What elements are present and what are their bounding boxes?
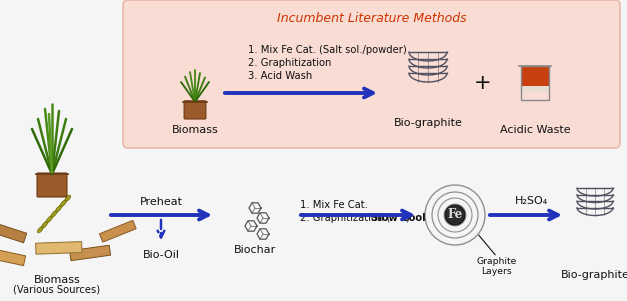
Ellipse shape: [65, 195, 71, 201]
FancyBboxPatch shape: [37, 173, 67, 197]
Text: +: +: [474, 73, 492, 93]
Circle shape: [445, 205, 465, 225]
Ellipse shape: [42, 222, 48, 228]
Text: Fe: Fe: [448, 209, 463, 222]
Text: ): ): [405, 213, 409, 223]
Text: Acidic Waste: Acidic Waste: [500, 125, 571, 135]
Text: 1. Mix Fe Cat.: 1. Mix Fe Cat.: [300, 200, 368, 210]
Text: Layers: Layers: [482, 267, 512, 276]
FancyBboxPatch shape: [123, 0, 620, 148]
Ellipse shape: [46, 216, 52, 222]
Text: Biochar: Biochar: [234, 245, 276, 255]
Bar: [0, 247, 26, 266]
Text: H₂SO₄: H₂SO₄: [515, 196, 549, 206]
Text: Graphite: Graphite: [477, 257, 517, 266]
Text: 1. Mix Fe Cat. (Salt sol./powder): 1. Mix Fe Cat. (Salt sol./powder): [248, 45, 407, 55]
Text: Incumbent Literature Methods: Incumbent Literature Methods: [277, 13, 466, 26]
FancyBboxPatch shape: [184, 101, 206, 119]
Text: Biomass: Biomass: [34, 275, 80, 285]
Bar: [100, 220, 136, 242]
Text: 3. Acid Wash: 3. Acid Wash: [248, 71, 312, 81]
Text: (Various Sources): (Various Sources): [13, 285, 100, 295]
Ellipse shape: [56, 206, 61, 212]
FancyBboxPatch shape: [521, 86, 549, 92]
Text: 2. Graphitization (: 2. Graphitization (: [300, 213, 391, 223]
Text: Biomass: Biomass: [172, 125, 218, 135]
Ellipse shape: [38, 227, 43, 233]
Ellipse shape: [51, 211, 56, 217]
Bar: [70, 245, 110, 261]
Bar: [0, 222, 27, 243]
Text: Bio-graphite: Bio-graphite: [394, 118, 463, 128]
Text: 2. Graphitization: 2. Graphitization: [248, 58, 332, 68]
Text: Bio-Oil: Bio-Oil: [142, 250, 179, 260]
Ellipse shape: [61, 200, 66, 206]
Bar: [36, 242, 82, 254]
FancyBboxPatch shape: [521, 66, 549, 92]
Text: Slow Cool: Slow Cool: [371, 213, 426, 223]
Text: Bio-graphite: Bio-graphite: [561, 270, 627, 280]
Text: Preheat: Preheat: [139, 197, 182, 207]
